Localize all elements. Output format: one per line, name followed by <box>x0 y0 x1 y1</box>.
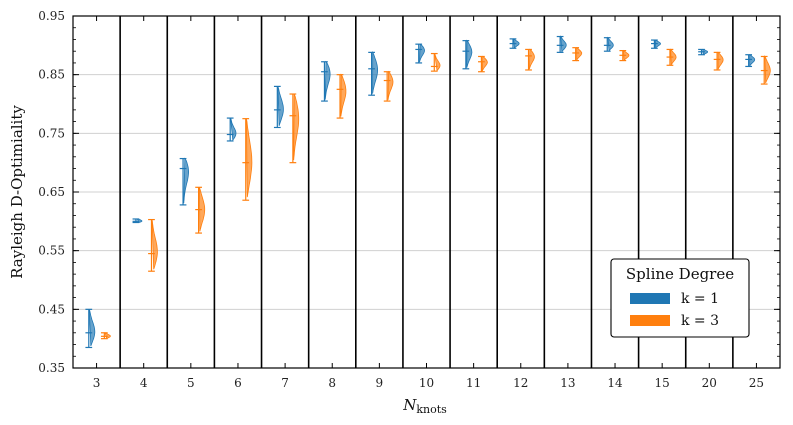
x-tick-label: 14 <box>607 376 623 390</box>
y-axis-label: Rayleigh D-Optimiality <box>8 105 26 279</box>
violin-body <box>151 219 158 270</box>
category-separators <box>119 16 734 368</box>
violin-body <box>277 86 284 127</box>
violin-body <box>340 73 347 117</box>
legend-swatch-k1 <box>630 293 670 304</box>
x-axis-label-subscript: knots <box>416 403 447 416</box>
violin-body <box>230 117 237 142</box>
legend-swatch-k3 <box>630 315 670 326</box>
violin-body <box>513 38 520 49</box>
violin-body <box>183 157 190 204</box>
x-tick-label: 9 <box>376 376 384 390</box>
violin-body <box>764 54 771 84</box>
violin-body <box>419 43 425 63</box>
violin-body <box>749 53 756 68</box>
x-tick-label: 8 <box>328 376 336 390</box>
y-tick-label: 0.45 <box>38 302 65 316</box>
x-tick-label: 6 <box>234 376 242 390</box>
x-axis-label-main: N <box>402 396 417 414</box>
x-tick-label: 12 <box>513 376 528 390</box>
x-tick-label: 10 <box>419 376 434 390</box>
violin-body <box>481 55 488 72</box>
x-tick-label: 7 <box>281 376 289 390</box>
violin-body <box>104 332 111 339</box>
legend: Spline Degree k = 1 k = 3 <box>610 258 750 338</box>
violin-body <box>560 35 567 53</box>
x-tick-label: 3 <box>93 376 101 390</box>
x-tick-label: 20 <box>702 376 717 390</box>
violin-body <box>372 50 379 94</box>
y-tick-label: 0.55 <box>38 244 65 258</box>
violin-body <box>702 48 708 56</box>
x-tick-label: 5 <box>187 376 195 390</box>
y-tick-label: 0.75 <box>38 126 65 140</box>
violin-body <box>529 48 535 70</box>
legend-label-k3: k = 3 <box>681 313 719 329</box>
y-tick-label: 0.65 <box>38 185 65 199</box>
violin-body <box>246 118 253 198</box>
x-axis: 3 4 5 6 7 8 9 10 11 12 13 14 15 20 25 <box>93 16 764 390</box>
violin-body <box>324 60 331 100</box>
x-axis-label: Nknots <box>402 396 447 416</box>
x-tick-label: 11 <box>466 376 481 390</box>
violin-body <box>434 53 441 72</box>
x-tick-label: 15 <box>655 376 670 390</box>
violin-body <box>576 46 583 62</box>
legend-label-k1: k = 1 <box>681 291 719 307</box>
legend-title: Spline Degree <box>626 265 734 283</box>
violin-body <box>466 39 473 68</box>
violins <box>85 35 771 349</box>
y-axis: 0.35 0.45 0.55 0.65 0.75 0.85 0.95 <box>38 9 780 375</box>
y-tick-label: 0.85 <box>38 68 65 82</box>
violin-body <box>136 218 143 223</box>
violin-body <box>607 36 614 52</box>
violin-body <box>654 39 661 50</box>
violin-body <box>199 187 206 232</box>
violin-body <box>293 93 300 161</box>
violin-body <box>717 51 724 70</box>
violin-body <box>670 48 677 66</box>
violin-body <box>387 70 394 100</box>
x-tick-label: 25 <box>749 376 764 390</box>
x-tick-label: 4 <box>140 376 148 390</box>
y-tick-label: 0.35 <box>38 361 65 375</box>
x-tick-label: 13 <box>560 376 575 390</box>
violin-body <box>88 309 96 347</box>
y-tick-label: 0.95 <box>38 9 65 23</box>
violin-body <box>623 49 630 62</box>
